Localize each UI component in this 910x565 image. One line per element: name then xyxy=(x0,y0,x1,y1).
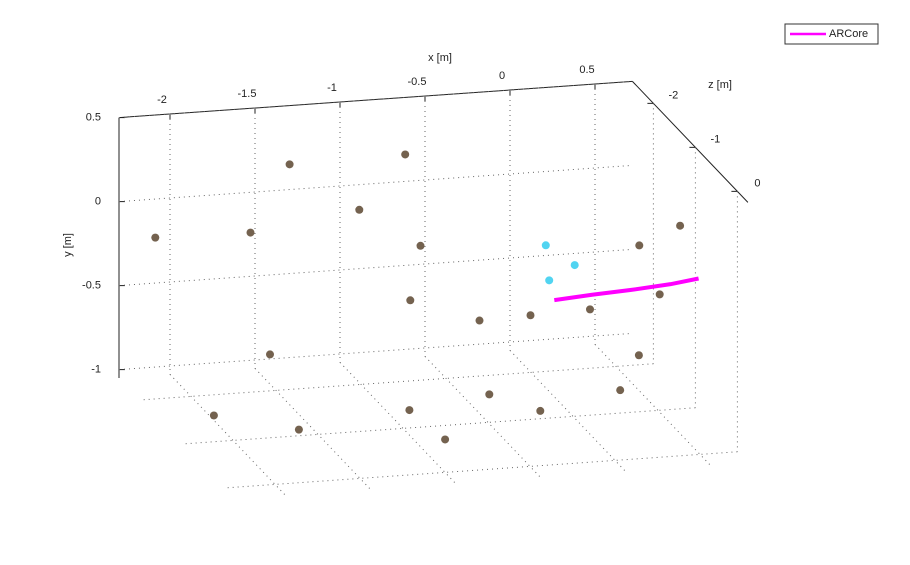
grid-line xyxy=(118,332,633,371)
point xyxy=(541,241,550,250)
grid-line xyxy=(424,356,541,478)
point xyxy=(151,233,160,242)
x-tick-label: -1 xyxy=(327,82,337,94)
grid-line xyxy=(509,350,626,472)
legend-label: ARCore xyxy=(829,28,868,40)
point xyxy=(526,311,535,320)
grid-line xyxy=(118,80,633,119)
point xyxy=(586,305,594,314)
point xyxy=(406,296,415,305)
point xyxy=(294,425,303,434)
z-tick-label: -2 xyxy=(669,89,679,101)
grid-line xyxy=(118,164,633,203)
x-tick-label: -0.5 xyxy=(408,76,427,88)
point xyxy=(616,386,625,395)
point xyxy=(246,228,255,237)
point xyxy=(405,406,414,415)
grid-line xyxy=(339,362,456,484)
grid-line xyxy=(254,368,371,490)
y-tick-label: -1 xyxy=(91,364,101,376)
axis-line xyxy=(632,81,749,203)
point xyxy=(285,160,294,169)
x-tick-label: -1.5 xyxy=(238,88,257,100)
legend-box xyxy=(784,23,879,45)
point xyxy=(545,276,554,285)
grid-line xyxy=(139,363,654,401)
x-axis-label: x [m] xyxy=(428,52,452,64)
grid-line xyxy=(118,248,633,287)
point xyxy=(485,390,494,399)
y-axis-label: y [m] xyxy=(62,233,74,257)
x-tick-label: 0.5 xyxy=(579,64,594,76)
x-tick-label: 0 xyxy=(499,70,505,82)
point xyxy=(475,316,484,325)
z-tick-label: -1 xyxy=(711,133,721,145)
z-tick-label: 0 xyxy=(754,177,760,189)
point xyxy=(266,350,274,359)
z-axis-label: z [m] xyxy=(708,79,732,91)
point xyxy=(570,261,579,270)
axis-line xyxy=(118,80,633,119)
trajectory xyxy=(554,276,699,303)
point xyxy=(416,241,425,250)
point xyxy=(355,205,364,214)
grid-line xyxy=(169,374,286,496)
point xyxy=(441,435,450,444)
y-tick-label: 0 xyxy=(95,196,101,208)
point xyxy=(635,241,644,250)
grid-line xyxy=(223,451,738,489)
point xyxy=(655,290,664,299)
point xyxy=(634,351,643,360)
point xyxy=(209,411,218,420)
point xyxy=(676,221,685,230)
y-tick-label: -0.5 xyxy=(82,280,101,292)
legend: ARCore xyxy=(784,23,879,45)
point xyxy=(536,406,545,415)
x-tick-label: -2 xyxy=(157,94,167,106)
grid-line xyxy=(594,344,711,466)
y-tick-label: 0.5 xyxy=(86,112,101,124)
grid-line xyxy=(181,407,696,445)
point xyxy=(401,150,410,159)
